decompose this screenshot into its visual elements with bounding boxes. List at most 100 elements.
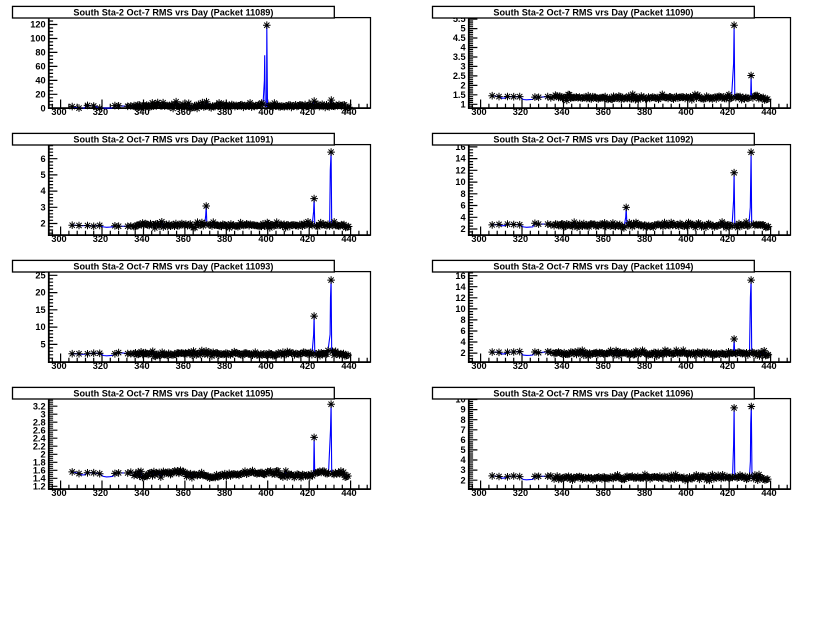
- svg-text:440: 440: [341, 361, 356, 371]
- svg-text:South Sta-2 Oct-7 RMS vrs Day: South Sta-2 Oct-7 RMS vrs Day (Packet 11…: [73, 261, 273, 271]
- svg-text:400: 400: [258, 488, 273, 498]
- svg-text:420: 420: [720, 234, 735, 244]
- svg-text:40: 40: [35, 76, 45, 86]
- svg-text:4: 4: [460, 212, 466, 222]
- svg-text:4: 4: [460, 337, 466, 347]
- svg-text:420: 420: [720, 107, 735, 117]
- svg-text:360: 360: [176, 107, 191, 117]
- svg-text:4.5: 4.5: [453, 33, 466, 43]
- svg-text:20: 20: [35, 288, 45, 298]
- svg-text:400: 400: [678, 361, 693, 371]
- svg-text:1.4: 1.4: [33, 473, 47, 483]
- svg-text:320: 320: [513, 361, 528, 371]
- svg-text:6: 6: [460, 326, 465, 336]
- svg-text:340: 340: [554, 234, 569, 244]
- svg-text:20: 20: [35, 89, 45, 99]
- svg-text:2: 2: [460, 224, 465, 234]
- svg-text:2: 2: [460, 475, 465, 485]
- svg-text:South Sta-2 Oct-7 RMS vrs Day: South Sta-2 Oct-7 RMS vrs Day (Packet 11…: [493, 261, 693, 271]
- svg-text:440: 440: [761, 107, 776, 117]
- svg-text:340: 340: [134, 361, 149, 371]
- svg-text:320: 320: [513, 488, 528, 498]
- svg-text:360: 360: [596, 361, 611, 371]
- svg-text:South Sta-2 Oct-7 RMS vrs Day: South Sta-2 Oct-7 RMS vrs Day (Packet 11…: [73, 388, 273, 398]
- svg-text:300: 300: [51, 361, 66, 371]
- svg-text:420: 420: [300, 361, 315, 371]
- svg-text:360: 360: [596, 488, 611, 498]
- svg-text:380: 380: [217, 107, 232, 117]
- svg-text:4: 4: [460, 43, 466, 53]
- svg-text:420: 420: [720, 488, 735, 498]
- svg-text:380: 380: [217, 488, 232, 498]
- svg-text:420: 420: [300, 488, 315, 498]
- svg-text:25: 25: [35, 270, 45, 280]
- svg-text:7: 7: [460, 425, 465, 435]
- svg-text:380: 380: [217, 361, 232, 371]
- svg-text:8: 8: [460, 415, 465, 425]
- svg-text:300: 300: [471, 488, 486, 498]
- svg-text:South Sta-2 Oct-7 RMS vrs Day: South Sta-2 Oct-7 RMS vrs Day (Packet 11…: [73, 134, 273, 144]
- svg-text:1.8: 1.8: [33, 457, 46, 467]
- svg-text:340: 340: [554, 107, 569, 117]
- svg-text:440: 440: [341, 488, 356, 498]
- svg-text:5.5: 5.5: [453, 14, 466, 24]
- svg-text:0: 0: [40, 103, 45, 113]
- svg-text:1.2: 1.2: [33, 481, 46, 491]
- svg-text:4: 4: [40, 186, 46, 196]
- svg-text:14: 14: [455, 282, 466, 292]
- svg-text:320: 320: [93, 107, 108, 117]
- svg-text:16: 16: [455, 142, 465, 152]
- svg-text:1.5: 1.5: [453, 90, 466, 100]
- svg-text:15: 15: [35, 305, 45, 315]
- svg-text:3: 3: [40, 202, 45, 212]
- svg-text:320: 320: [93, 488, 108, 498]
- svg-text:420: 420: [720, 361, 735, 371]
- svg-text:14: 14: [455, 154, 466, 164]
- svg-text:400: 400: [678, 234, 693, 244]
- svg-text:3: 3: [40, 409, 45, 419]
- svg-text:3: 3: [460, 62, 465, 72]
- svg-text:6: 6: [460, 201, 465, 211]
- svg-text:440: 440: [761, 488, 776, 498]
- svg-text:340: 340: [554, 488, 569, 498]
- svg-text:340: 340: [554, 361, 569, 371]
- svg-text:South Sta-2 Oct-7 RMS vrs Day: South Sta-2 Oct-7 RMS vrs Day (Packet 11…: [73, 7, 273, 17]
- svg-text:2: 2: [460, 348, 465, 358]
- svg-text:2: 2: [40, 449, 45, 459]
- svg-text:2.4: 2.4: [33, 433, 47, 443]
- svg-text:12: 12: [455, 293, 465, 303]
- svg-text:9: 9: [460, 405, 465, 415]
- svg-text:400: 400: [678, 488, 693, 498]
- svg-text:380: 380: [637, 234, 652, 244]
- svg-text:5: 5: [40, 170, 45, 180]
- svg-text:360: 360: [176, 488, 191, 498]
- svg-text:5: 5: [460, 24, 465, 34]
- svg-text:400: 400: [258, 361, 273, 371]
- svg-text:12: 12: [455, 165, 465, 175]
- svg-text:320: 320: [513, 107, 528, 117]
- svg-text:5: 5: [40, 340, 45, 350]
- svg-text:340: 340: [134, 107, 149, 117]
- svg-text:320: 320: [93, 234, 108, 244]
- svg-text:10: 10: [455, 304, 465, 314]
- svg-text:320: 320: [513, 234, 528, 244]
- svg-text:360: 360: [176, 234, 191, 244]
- svg-text:South Sta-2 Oct-7 RMS vrs Day: South Sta-2 Oct-7 RMS vrs Day (Packet 11…: [493, 7, 693, 17]
- svg-text:400: 400: [258, 234, 273, 244]
- svg-text:80: 80: [35, 48, 45, 58]
- svg-text:300: 300: [51, 488, 66, 498]
- svg-text:400: 400: [258, 107, 273, 117]
- svg-text:340: 340: [134, 234, 149, 244]
- svg-text:4: 4: [460, 455, 466, 465]
- svg-text:6: 6: [460, 435, 465, 445]
- svg-text:360: 360: [176, 361, 191, 371]
- svg-text:400: 400: [678, 107, 693, 117]
- svg-text:300: 300: [471, 107, 486, 117]
- svg-text:16: 16: [455, 271, 465, 281]
- svg-text:1.6: 1.6: [33, 465, 46, 475]
- svg-text:380: 380: [637, 488, 652, 498]
- svg-text:340: 340: [134, 488, 149, 498]
- svg-text:100: 100: [30, 34, 45, 44]
- svg-text:3.5: 3.5: [453, 52, 466, 62]
- svg-text:380: 380: [217, 234, 232, 244]
